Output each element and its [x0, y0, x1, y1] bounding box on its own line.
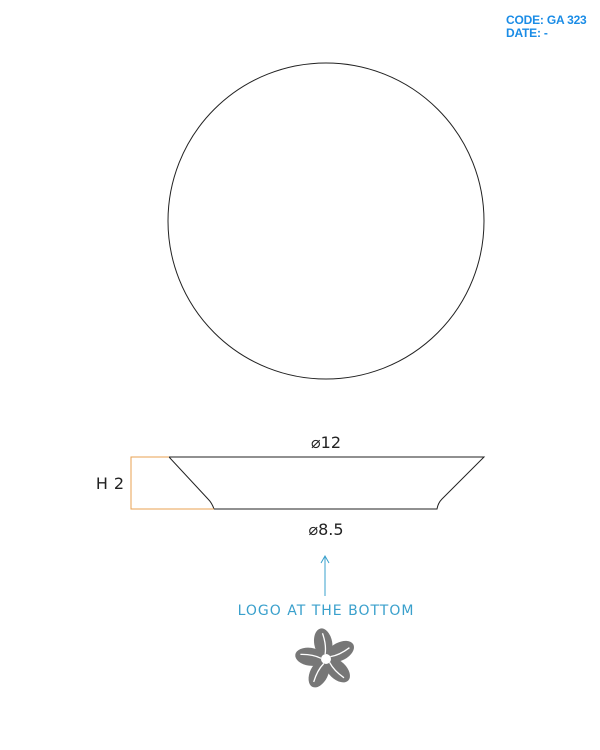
arrow-up-icon: [320, 554, 330, 596]
bottom-diameter-dimension: ⌀8.5: [308, 520, 343, 539]
side-profile: [167, 456, 486, 510]
height-bracket: [130, 456, 214, 510]
date-row: DATE: -: [506, 27, 587, 40]
code-row: CODE: GA 323: [506, 14, 587, 27]
height-value: 2: [114, 474, 124, 493]
logo-note: LOGO AT THE BOTTOM: [238, 603, 415, 619]
code-label: CODE:: [506, 13, 544, 27]
top-diameter-value: 12: [321, 433, 341, 452]
code-value: GA 323: [546, 13, 587, 27]
title-block: CODE: GA 323 DATE: -: [506, 14, 587, 40]
diameter-symbol-top: ⌀: [311, 433, 321, 452]
diameter-symbol-bottom: ⌀: [308, 520, 318, 539]
date-value: -: [543, 26, 548, 40]
height-label: H: [96, 474, 108, 493]
bottom-diameter-value: 8.5: [318, 520, 343, 539]
date-label: DATE:: [506, 26, 541, 40]
flower-logo-icon: [295, 628, 355, 688]
top-view-circle: [167, 62, 485, 380]
top-diameter-dimension: ⌀12: [311, 433, 341, 452]
